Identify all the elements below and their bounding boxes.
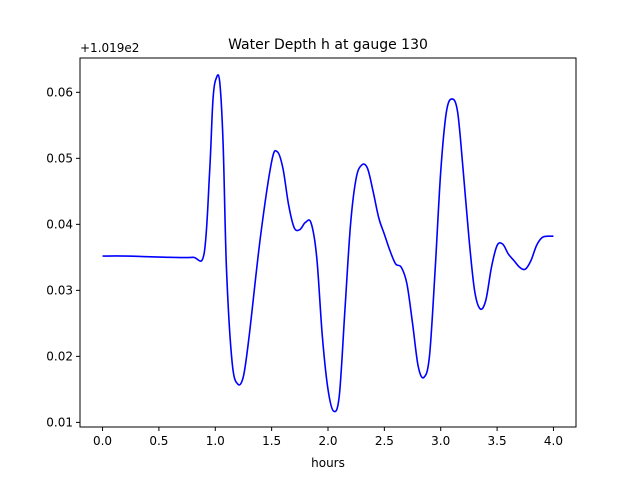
x-tick-label: 1.0 (206, 434, 225, 448)
plot-frame (79, 57, 577, 428)
series-layer (102, 74, 554, 413)
x-axis: 0.0 0.5 1.0 1.5 2.0 2.5 3.0 3.5 4.0 (93, 427, 563, 448)
x-tick-label: 3.0 (431, 434, 450, 448)
x-tick-label: 0.0 (93, 434, 112, 448)
y-tick-label: 0.01 (46, 415, 73, 429)
x-tick-label: 0.5 (149, 434, 168, 448)
y-tick-label: 0.05 (46, 151, 73, 165)
x-tick-label: 2.0 (318, 434, 337, 448)
plot-area (80, 58, 576, 427)
y-axis: 0.01 0.02 0.03 0.04 0.05 0.06 (46, 85, 80, 429)
x-axis-label: hours (311, 456, 345, 470)
x-tick-label: 4.0 (544, 434, 563, 448)
y-tick-label: 0.02 (46, 349, 73, 363)
y-tick-label: 0.04 (46, 217, 73, 231)
y-tick-label: 0.03 (46, 283, 73, 297)
y-tick-label: 0.06 (46, 85, 73, 99)
chart-title: Water Depth h at gauge 130 (228, 37, 428, 53)
x-tick-label: 3.5 (488, 434, 507, 448)
x-tick-label: 2.5 (375, 434, 394, 448)
offset-label: +1.019e2 (80, 41, 139, 55)
x-tick-label: 1.5 (262, 434, 281, 448)
series-line (102, 74, 554, 413)
